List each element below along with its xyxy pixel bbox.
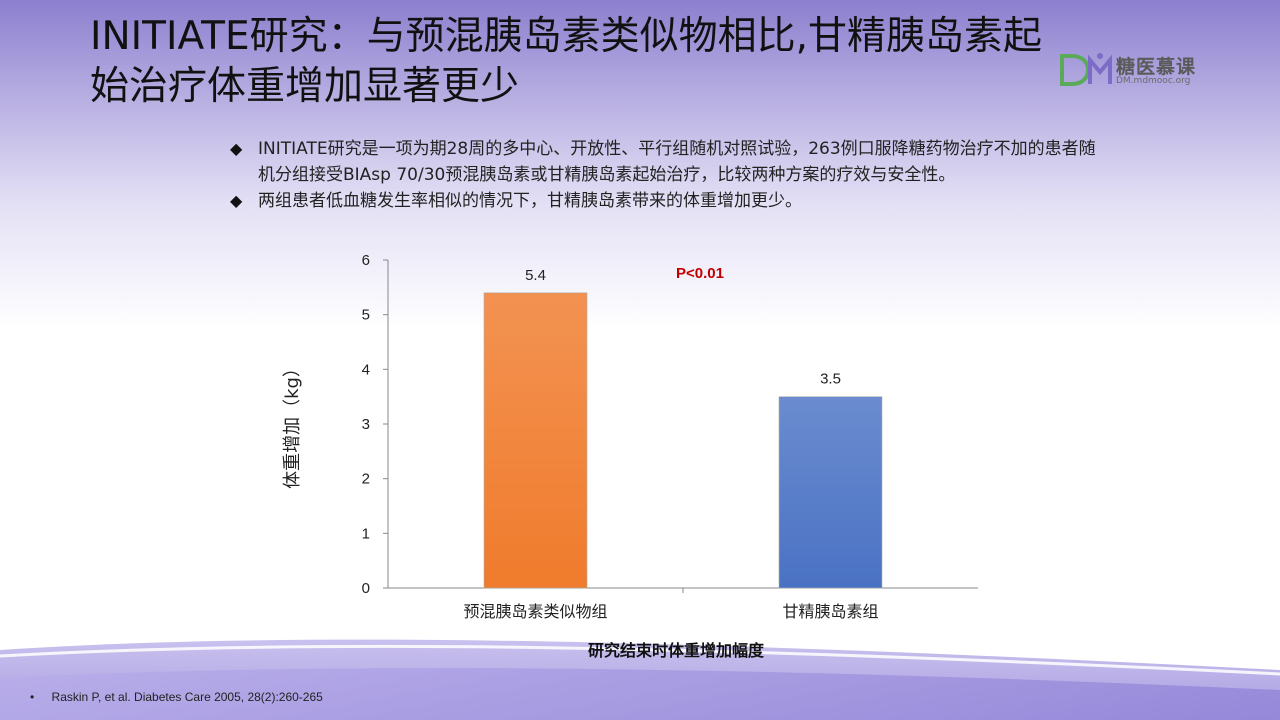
- slide-title: INITIATE研究：与预混胰岛素类似物相比,甘精胰岛素起始治疗体重增加显著更少: [90, 14, 1043, 109]
- reference-footnote: • Raskin P, et al. Diabetes Care 2005, 2…: [30, 690, 323, 704]
- bar-2: [778, 396, 883, 589]
- diamond-bullet-icon: ◆: [230, 191, 243, 210]
- logo: 糖医慕课 DM.mdmooc.org: [1058, 52, 1208, 92]
- bullet-text-2: 两组患者低血糖发生率相似的情况下，甘精胰岛素带来的体重增加更少。: [258, 191, 802, 211]
- dm-logo-icon: [1060, 53, 1112, 86]
- x-category-label: 甘精胰岛素组: [782, 602, 878, 621]
- bar-value-label: 5.4: [525, 267, 546, 284]
- y-tick-label: 4: [362, 361, 370, 378]
- y-tick-label: 5: [362, 307, 370, 324]
- p-value-annotation: P<0.01: [676, 265, 724, 282]
- weight-gain-bar-chart: 0 1 2 3 4 5 6 5.4 预混胰岛素类似物组 3.5 甘精胰岛素组 P<0.01 体重增加（k…: [282, 252, 978, 660]
- x-axis-title: 研究结束时体重增加幅度: [588, 641, 765, 660]
- bullet-item-2: ◆ 两组患者低血糖发生率相似的情况下，甘精胰岛素带来的体重增加更少。: [230, 188, 1110, 214]
- diamond-bullet-icon: ◆: [230, 139, 243, 158]
- footnote-bullet: •: [30, 690, 35, 704]
- y-tick-label: 3: [362, 416, 370, 433]
- y-tick-label: 2: [362, 471, 370, 488]
- bar-1: [483, 292, 588, 589]
- bullet-text-1: INITIATE研究是一项为期28周的多中心、开放性、平行组随机对照试验，263…: [258, 139, 1096, 185]
- logo-name: 糖医慕课: [1116, 56, 1197, 78]
- y-tick-label: 0: [362, 580, 370, 597]
- y-tick-label: 1: [362, 525, 370, 542]
- y-axis-title: 体重增加（kg）: [282, 359, 303, 489]
- reference-text: Raskin P, et al. Diabetes Care 2005, 28(…: [51, 690, 323, 704]
- bullet-item-1: ◆ INITIATE研究是一项为期28周的多中心、开放性、平行组随机对照试验，2…: [230, 136, 1110, 188]
- bullet-list: ◆ INITIATE研究是一项为期28周的多中心、开放性、平行组随机对照试验，2…: [230, 136, 1110, 214]
- logo-url: DM.mdmooc.org: [1116, 76, 1191, 86]
- background-wave-bottom: [0, 639, 1280, 720]
- bar-value-label: 3.5: [820, 371, 841, 388]
- x-category-label: 预混胰岛素类似物组: [463, 602, 607, 621]
- y-tick-label: 6: [362, 252, 370, 269]
